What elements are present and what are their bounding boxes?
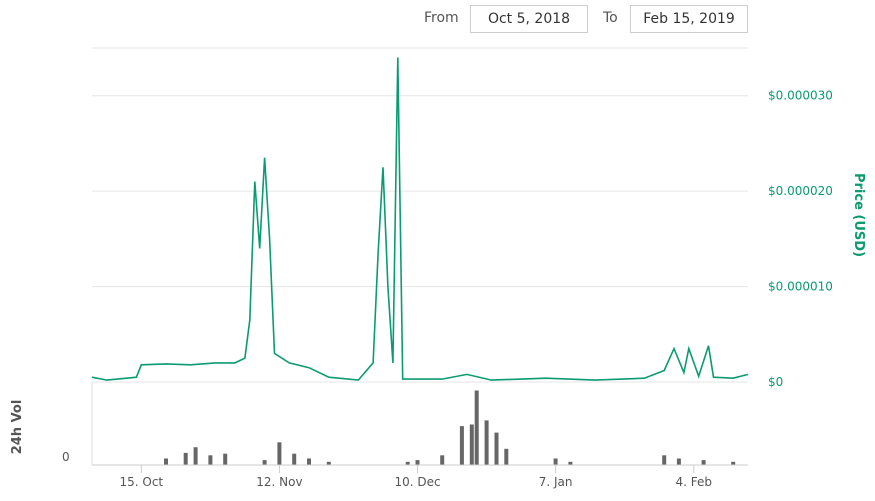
from-label: From bbox=[424, 10, 459, 26]
volume-bar bbox=[223, 453, 228, 465]
volume-axis-title: 24h Vol bbox=[10, 400, 25, 455]
price-y-tick-label: $0.000030 bbox=[768, 89, 833, 103]
to-date-input[interactable]: Feb 15, 2019 bbox=[630, 5, 748, 33]
volume-bar bbox=[307, 458, 311, 465]
volume-bar bbox=[469, 424, 474, 465]
x-tick-label: 10. Dec bbox=[394, 475, 440, 489]
price-grid bbox=[92, 47, 748, 383]
date-range-selector: From Oct 5, 2018 To Feb 15, 2019 bbox=[0, 5, 875, 35]
volume-bar bbox=[553, 458, 558, 465]
volume-bar bbox=[277, 442, 282, 465]
volume-bar bbox=[568, 461, 573, 465]
volume-bar bbox=[405, 461, 410, 465]
volume-bar bbox=[164, 458, 168, 465]
price-y-axis: $0 $0.000010 $0.000020 $0.000030 bbox=[768, 89, 833, 389]
x-tick-label: 4. Feb bbox=[675, 475, 712, 489]
volume-bar bbox=[662, 455, 667, 465]
price-y-tick-label: $0.000020 bbox=[768, 184, 833, 198]
price-y-tick-label: $0.000010 bbox=[768, 280, 833, 294]
volume-bar bbox=[474, 390, 479, 465]
from-date-input[interactable]: Oct 5, 2018 bbox=[470, 5, 588, 33]
volume-bar bbox=[676, 458, 681, 465]
volume-bar bbox=[494, 432, 499, 465]
volume-bar bbox=[326, 461, 331, 465]
x-tick-label: 12. Nov bbox=[256, 475, 302, 489]
price-line bbox=[91, 57, 749, 381]
volume-bar bbox=[193, 447, 198, 465]
volume-zero-tick: 0 bbox=[62, 450, 70, 464]
volume-bar bbox=[292, 453, 297, 465]
volume-bar bbox=[459, 426, 464, 465]
volume-bar bbox=[208, 455, 213, 465]
x-tick-label: 15. Oct bbox=[119, 475, 163, 489]
price-axis-title: Price (USD) bbox=[851, 173, 866, 257]
volume-bar bbox=[504, 448, 509, 465]
to-label: To bbox=[603, 10, 618, 26]
price-y-tick-label: $0 bbox=[768, 375, 783, 389]
volume-bar bbox=[415, 460, 420, 465]
volume-bar bbox=[484, 420, 489, 465]
volume-bar bbox=[440, 455, 445, 465]
x-axis: 15. Oct 12. Nov 10. Dec 7. Jan 4. Feb bbox=[119, 465, 712, 489]
volume-bar bbox=[731, 461, 736, 465]
volume-bar bbox=[262, 460, 267, 465]
volume-bars bbox=[164, 390, 736, 465]
volume-bar bbox=[701, 460, 706, 465]
x-tick-label: 7. Jan bbox=[539, 475, 573, 489]
volume-bar bbox=[183, 452, 188, 465]
